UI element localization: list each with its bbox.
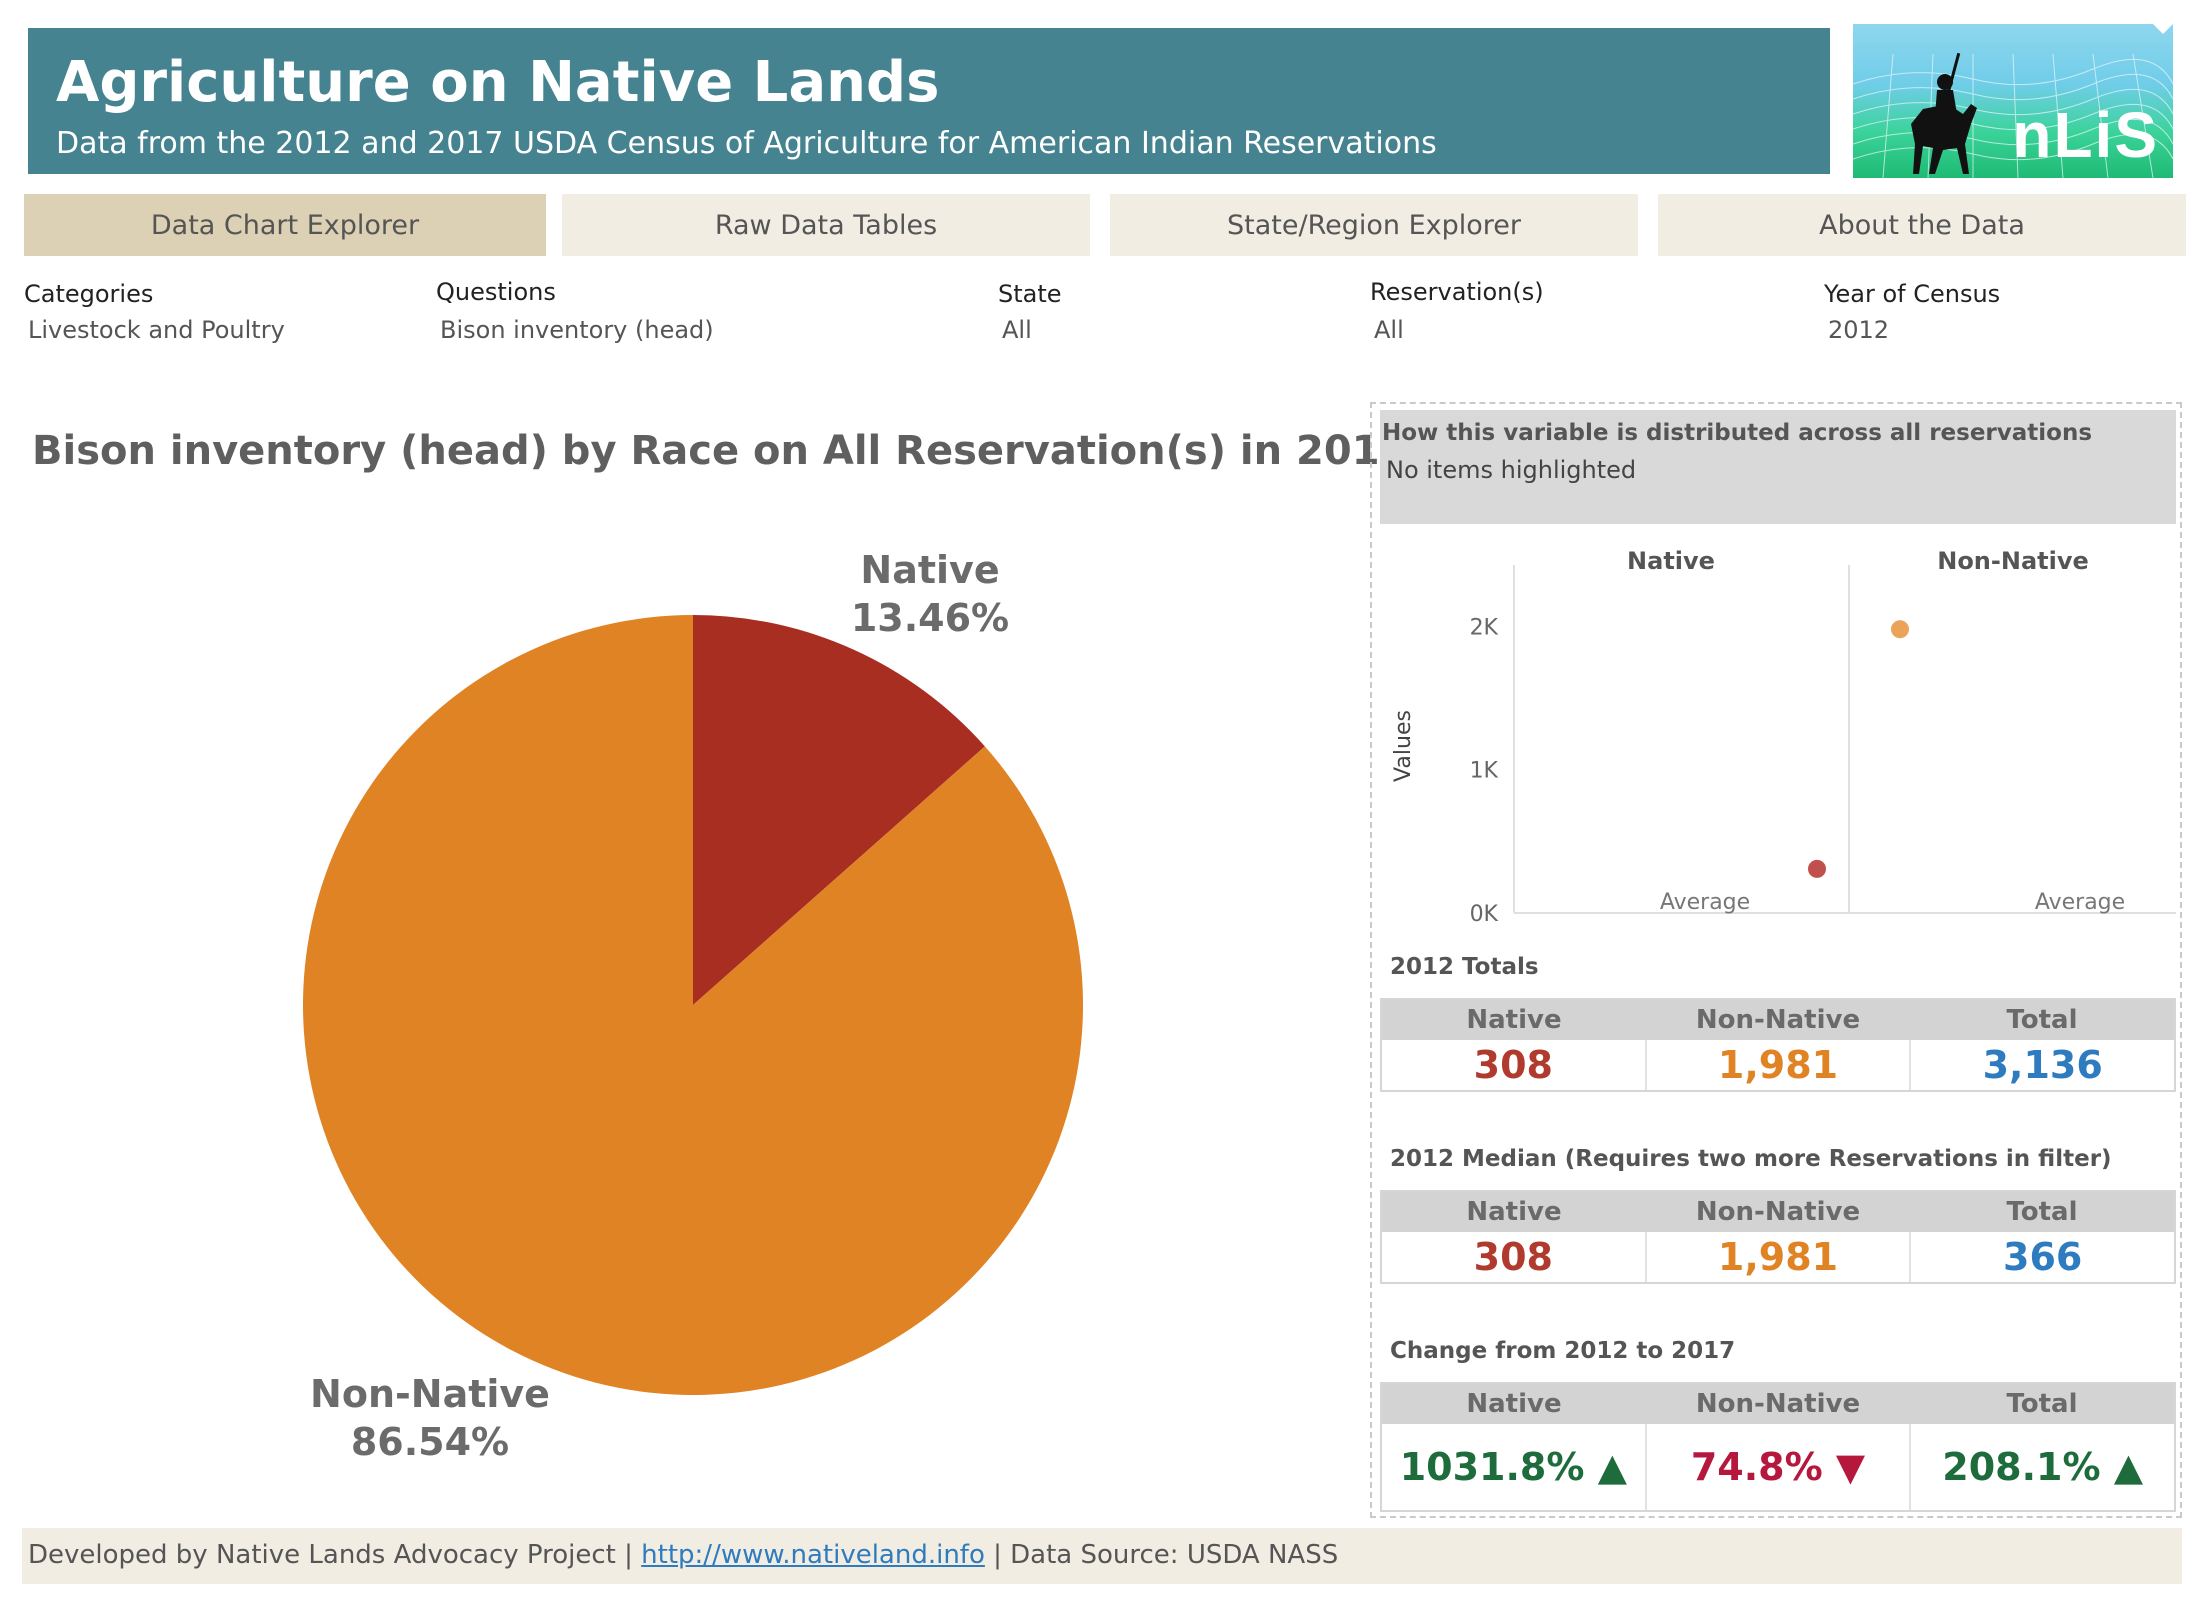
logo-text: nLiS <box>2012 99 2159 171</box>
y-tick-label: 2K <box>1470 615 1499 640</box>
up-arrow-icon: ▲ <box>2113 1445 2144 1489</box>
distribution-scatter-chart: Values 0K 1K 2K Native Average Non-Native Avera… <box>1391 547 2176 925</box>
nativeland-link[interactable]: http://www.nativeland.info <box>641 1540 985 1570</box>
totals-value-native: 308 <box>1473 1043 1553 1087</box>
totals-header-total: Total <box>2006 1005 2078 1035</box>
change-value-total: 208.1% <box>1942 1445 2101 1489</box>
change-title: Change from 2012 to 2017 <box>1390 1338 1736 1364</box>
change-value-non-native: 74.8% <box>1690 1445 1823 1489</box>
footer-text: Developed by Native Lands Advocacy Proje… <box>28 1540 1338 1570</box>
reservations-dropdown[interactable]: All <box>1374 316 1404 344</box>
categories-dropdown[interactable]: Livestock and Poultry <box>28 316 285 344</box>
summary-panel <box>1370 402 2182 1518</box>
logo-graphic-icon <box>1853 24 2173 178</box>
pie-chart-title: Bison inventory (head) by Race on All Re… <box>32 428 1408 474</box>
pie-chart <box>302 615 1083 1395</box>
data-point-non-native[interactable] <box>1891 620 1909 639</box>
year-dropdown[interactable]: 2012 <box>1828 316 1890 344</box>
state-dropdown[interactable]: All <box>1002 316 1032 344</box>
median-value-total: 366 <box>1909 1232 2174 1282</box>
median-value-native: 308 <box>1473 1235 1553 1279</box>
tab-data-chart-explorer[interactable]: Data Chart Explorer <box>24 194 546 256</box>
tab-about-the-data[interactable]: About the Data <box>1658 194 2186 256</box>
pie-label-non-native-percent: 86.54% <box>350 1420 510 1464</box>
panel-header-non-native: Non-Native <box>1937 547 2089 575</box>
change-table: Native Non-Native Total 1031.8% ▲ 74.8% … <box>1380 1382 2176 1512</box>
pie-label-native-name: Native <box>860 548 1000 592</box>
state-label: State <box>998 280 1062 308</box>
footer: Developed by Native Lands Advocacy Proje… <box>22 1528 2182 1584</box>
footer-suffix: | Data Source: USDA NASS <box>984 1540 1339 1570</box>
change-header-non-native: Non-Native <box>1695 1389 1861 1419</box>
median-header-total: Total <box>2006 1197 2078 1227</box>
change-value-native: 1031.8% <box>1399 1445 1585 1489</box>
pie-slice-native[interactable] <box>693 615 985 1005</box>
page-subtitle: Data from the 2012 and 2017 USDA Census … <box>56 126 1437 161</box>
change-header-total: Total <box>2006 1389 2078 1419</box>
year-label: Year of Census <box>1824 280 2001 308</box>
distribution-status: No items highlighted <box>1386 456 1637 484</box>
header-banner: Agriculture on Native Lands Data from th… <box>28 28 1830 174</box>
panel-header-native: Native <box>1627 547 1715 575</box>
totals-value-non-native: 1,981 <box>1644 1040 1910 1090</box>
down-arrow-icon: ▼ <box>1835 1445 1866 1489</box>
pie-label-non-native-name: Non-Native <box>310 1372 550 1416</box>
tab-raw-data-tables[interactable]: Raw Data Tables <box>562 194 1090 256</box>
pie-label-non-native: Non-Native 86.54% <box>300 1372 560 1464</box>
totals-table: Native Non-Native Total 308 1,981 3,136 <box>1380 998 2176 1092</box>
questions-dropdown[interactable]: Bison inventory (head) <box>440 316 714 344</box>
tab-state-region-explorer[interactable]: State/Region Explorer <box>1110 194 1638 256</box>
change-header-native: Native <box>1466 1389 1562 1419</box>
median-title: 2012 Median (Requires two more Reservati… <box>1390 1146 2112 1172</box>
footer-prefix: Developed by Native Lands Advocacy Proje… <box>28 1540 642 1570</box>
median-header-native: Native <box>1466 1197 1562 1227</box>
nlis-logo: nLiS <box>1853 24 2173 178</box>
y-axis-label: Values <box>1391 710 1416 782</box>
questions-label: Questions <box>436 278 556 306</box>
page-title: Agriculture on Native Lands <box>56 50 940 115</box>
distribution-header <box>1380 410 2176 524</box>
median-table: Native Non-Native Total 308 1,981 366 <box>1380 1190 2176 1284</box>
x-label-non-native: Average <box>2035 890 2125 915</box>
totals-title: 2012 Totals <box>1390 954 1539 980</box>
distribution-title: How this variable is distributed across … <box>1382 420 2093 446</box>
change-cell-non-native: 74.8% ▼ <box>1644 1424 1910 1510</box>
change-cell-total: 208.1% ▲ <box>1909 1424 2174 1510</box>
reservations-label: Reservation(s) <box>1370 278 1544 306</box>
categories-label: Categories <box>24 280 154 308</box>
median-header-non-native: Non-Native <box>1695 1197 1861 1227</box>
data-point-native[interactable] <box>1808 859 1826 878</box>
pie-label-native-percent: 13.46% <box>850 596 1010 640</box>
totals-value-total: 3,136 <box>1909 1040 2174 1090</box>
up-arrow-icon: ▲ <box>1597 1445 1627 1489</box>
pie-slice-non-native[interactable] <box>302 615 1083 1395</box>
change-cell-native: 1031.8% ▲ <box>1382 1424 1645 1510</box>
totals-header-non-native: Non-Native <box>1695 1005 1861 1035</box>
totals-header-native: Native <box>1466 1005 1562 1035</box>
y-tick-label: 1K <box>1470 759 1499 784</box>
median-value-non-native: 1,981 <box>1644 1232 1910 1282</box>
pie-label-native: Native 13.46% <box>820 548 1040 640</box>
x-label-native: Average <box>1660 890 1750 915</box>
y-tick-label: 0K <box>1470 902 1499 925</box>
